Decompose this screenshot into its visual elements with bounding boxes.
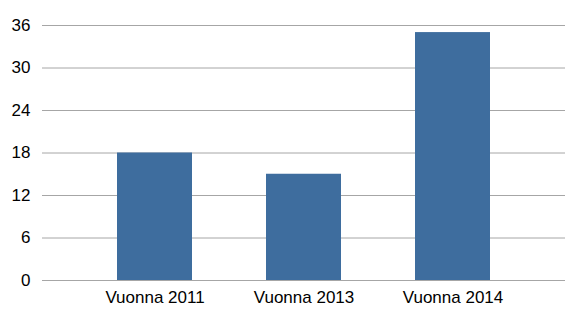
svg-text:Vuonna 2011: Vuonna 2011 xyxy=(105,288,204,307)
svg-text:0: 0 xyxy=(21,271,30,290)
svg-text:24: 24 xyxy=(12,101,31,120)
svg-text:30: 30 xyxy=(12,58,31,77)
svg-text:Vuonna 2014: Vuonna 2014 xyxy=(403,288,504,307)
svg-text:18: 18 xyxy=(12,143,31,162)
svg-text:Vuonna 2013: Vuonna 2013 xyxy=(254,288,355,307)
svg-text:12: 12 xyxy=(12,186,31,205)
svg-text:36: 36 xyxy=(12,16,31,35)
svg-text:6: 6 xyxy=(21,228,30,247)
